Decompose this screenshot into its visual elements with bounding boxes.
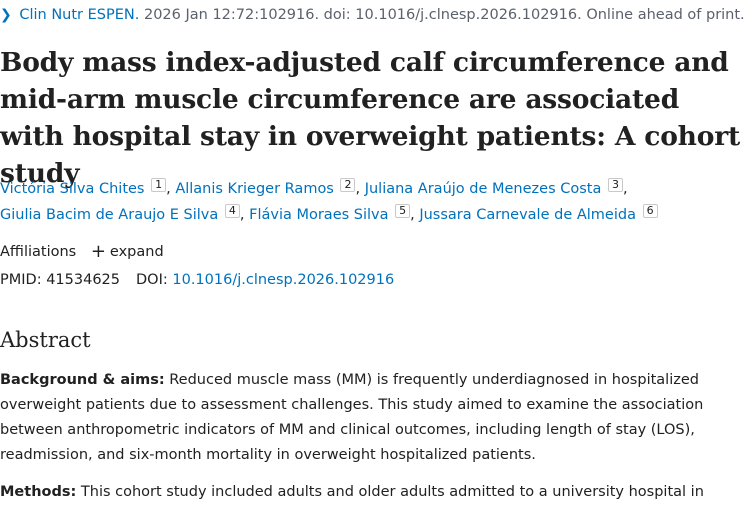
abstract-heading: Abstract [0,328,91,352]
affiliations-row: Affiliations + expand [0,240,164,264]
author-link[interactable]: Jussara Carnevale de Almeida [419,207,636,223]
affiliation-ref[interactable]: 5 [395,204,411,218]
plus-icon: + [90,241,106,262]
affiliation-ref[interactable]: 6 [642,204,658,218]
abstract-section-text: Reduced muscle mass (MM) is frequently u… [0,372,704,463]
doi-label: DOI: [136,272,168,288]
abstract-section: Methods: This cohort study included adul… [0,480,740,505]
abstract-section-label: Background & aims: [0,372,165,388]
affiliation-ref[interactable]: 4 [224,204,240,218]
identifiers-row: PMID: 41534625 DOI: 10.1016/j.clnesp.2026… [0,268,394,292]
abstract-section-text: This cohort study included adults and ol… [80,484,704,500]
author-item: Flávia Moraes Silva 5 [249,204,411,223]
author-link[interactable]: Allanis Krieger Ramos [175,181,334,197]
author-link[interactable]: Juliana Araújo de Menezes Costa [364,181,602,197]
authors-list: Victória Silva Chites 1, Allanis Krieger… [0,176,750,228]
abstract-section-label: Methods: [0,484,77,500]
affiliation-ref[interactable]: 2 [340,178,356,192]
chevron-right-icon: ❯ [0,7,12,23]
author-link[interactable]: Flávia Moraes Silva [249,207,389,223]
author-item: Juliana Araújo de Menezes Costa 3 [364,178,623,197]
author-item: Jussara Carnevale de Almeida 6 [419,204,658,223]
affiliation-ref[interactable]: 3 [607,178,623,192]
author-item: Allanis Krieger Ramos 2 [175,178,356,197]
expand-label: expand [109,244,164,260]
expand-affiliations-button[interactable]: + expand [81,241,164,262]
doi-link[interactable]: 10.1016/j.clnesp.2026.102916 [172,272,395,288]
author-item: Victória Silva Chites 1 [0,178,167,197]
journal-link[interactable]: Clin Nutr ESPEN. [19,7,140,23]
article-title: Body mass index-adjusted calf circumfere… [0,47,741,189]
affiliations-label: Affiliations [0,244,77,260]
citation-line: ❯ Clin Nutr ESPEN. 2026 Jan 12:72:102916… [0,4,745,26]
author-item: Giulia Bacim de Araujo E Silva 4 [0,204,240,223]
abstract-section: Background & aims: Reduced muscle mass (… [0,368,740,468]
author-link[interactable]: Victória Silva Chites [0,181,145,197]
pmid-label: PMID: [0,272,42,288]
pmid-value: 41534625 [46,272,121,288]
citation-details: 2026 Jan 12:72:102916. doi: 10.1016/j.cl… [143,7,745,23]
affiliation-ref[interactable]: 1 [151,178,167,192]
abstract-body: Background & aims: Reduced muscle mass (… [0,368,740,517]
author-link[interactable]: Giulia Bacim de Araujo E Silva [0,207,219,223]
